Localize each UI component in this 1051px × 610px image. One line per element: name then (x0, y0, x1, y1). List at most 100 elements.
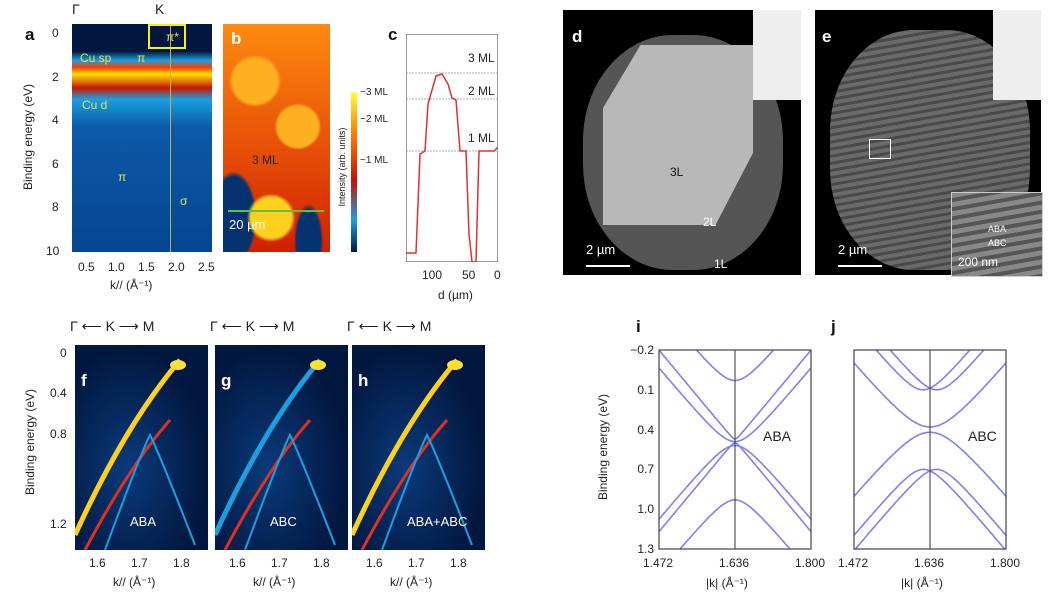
x-tick: 2.0 (168, 260, 185, 274)
y-tick: −0.2 (630, 343, 654, 357)
y-tick: 0.1 (637, 382, 654, 397)
y-tick: 6 (52, 157, 59, 171)
level-label: 2 ML (468, 84, 495, 98)
x-axis-label: d (µm) (438, 288, 473, 302)
band-plot-i (658, 349, 812, 550)
scalebar (586, 265, 630, 267)
y-tick: 8 (52, 200, 59, 214)
panel-label-j: j (831, 317, 836, 336)
plot-frame (853, 349, 1007, 550)
band-top-spot (310, 360, 326, 370)
stacking-label: ABA+ABC (407, 514, 468, 529)
scalebar-label: 20 µm (229, 217, 266, 232)
x-axis-label: k// (Å⁻¹) (253, 575, 296, 589)
x-tick: 1.472 (838, 556, 869, 570)
x-tick: 1.636 (719, 556, 750, 570)
x-tick: 1.636 (914, 556, 945, 570)
scalebar-label: 2 µm (586, 242, 616, 257)
panel-label-f: f (81, 371, 87, 390)
y-tick: 1.0 (637, 502, 654, 517)
inset-label-aba: ABA (988, 224, 1007, 234)
colorbar-tick: ~3 ML (360, 87, 389, 98)
x-tick: 0 (494, 268, 501, 282)
inset-scalebar-label: 200 nm (958, 255, 999, 269)
inset-label-abc: ABC (988, 238, 1007, 248)
profile-curve (406, 73, 498, 262)
panel-label-c: c (388, 25, 398, 44)
band-pi-second (83, 419, 172, 550)
arpes-wide-image (72, 24, 212, 252)
leem-map-image (223, 24, 330, 252)
profile-plot (406, 34, 498, 262)
colorbar-label: Intensity (arb. units) (337, 127, 347, 207)
stacking-label: ABC (968, 428, 997, 444)
band-top-spot (447, 360, 463, 370)
x-axis-label: k// (Å⁻¹) (390, 575, 433, 589)
leem-image-d (563, 10, 801, 275)
x-tick: 1.0 (108, 260, 125, 274)
x-axis-label: |k| (Å⁻¹) (901, 576, 943, 590)
y-tick: 2 (52, 70, 59, 84)
k-label: K (382, 318, 392, 334)
region-3l: 3L (670, 165, 684, 179)
band-pi-second (223, 419, 312, 550)
x-tick: 1.7 (408, 556, 425, 570)
leem-image-e (815, 10, 1043, 277)
arpes-panel-g (215, 345, 348, 550)
stacking-label: ABA (763, 428, 792, 444)
pi-star-box (148, 24, 186, 49)
m-label: M (142, 318, 155, 334)
panel-label-h: h (358, 371, 369, 390)
x-tick: 1.6 (89, 556, 106, 570)
panel-label-b: b (231, 29, 242, 48)
stacking-label: ABC (270, 514, 297, 529)
x-axis-label: k// (Å⁻¹) (110, 278, 153, 292)
level-label: 1 ML (468, 131, 495, 145)
x-axis-label: |k| (Å⁻¹) (706, 576, 748, 590)
x-tick: 1.8 (313, 556, 330, 570)
band-top-spot (170, 360, 186, 370)
stacking-label: ABA (130, 514, 157, 529)
arpes-panel-h (352, 345, 485, 550)
m-label: M (282, 318, 295, 334)
x-tick: 1.472 (643, 556, 674, 570)
y-tick: 4 (52, 113, 59, 127)
colorbar-tick: ~1 ML (360, 155, 389, 166)
k-guide-line (170, 24, 171, 252)
y-axis-label: Binding energy (eV) (596, 393, 610, 501)
profile-line (228, 210, 324, 212)
annotation-cu-sp: Cu sp (80, 51, 112, 65)
panel-label-i: i (636, 317, 641, 336)
k-label: K (155, 1, 165, 17)
panel-label-g: g (221, 371, 232, 390)
annotation-cu-d: Cu d (82, 98, 108, 112)
annotation-3ml: 3 ML (252, 153, 279, 167)
region-2l: 2L (703, 215, 717, 229)
band-pi-bright (352, 358, 459, 537)
band-lower (381, 432, 473, 550)
y-tick: 1.3 (637, 542, 654, 556)
x-tick: 1.8 (173, 556, 190, 570)
scalebar (838, 265, 882, 267)
panel-label-d: d (572, 27, 583, 46)
band-plot-j (853, 349, 1007, 550)
gamma-label: Γ (347, 318, 355, 334)
direction-header: Γ ⟵ K ⟶ M (70, 318, 155, 334)
panel-label-e: e (822, 27, 832, 46)
region-1l: 1L (714, 257, 728, 271)
x-tick: 1.7 (131, 556, 148, 570)
gamma-label: Γ (210, 318, 218, 334)
annotation-pi: π (137, 51, 146, 65)
y-tick: 0.4 (50, 386, 67, 400)
y-tick: 1.2 (50, 517, 67, 531)
y-tick: 0 (52, 26, 59, 40)
level-label: 3 ML (468, 51, 495, 65)
x-tick: 2.5 (198, 260, 215, 274)
k-label: K (105, 318, 115, 334)
x-tick: 1.800 (795, 556, 826, 570)
y-tick: 0.7 (637, 462, 654, 477)
y-tick: 0.8 (50, 427, 67, 441)
y-axis-label: Binding energy (eV) (23, 388, 37, 496)
m-label: M (419, 318, 432, 334)
